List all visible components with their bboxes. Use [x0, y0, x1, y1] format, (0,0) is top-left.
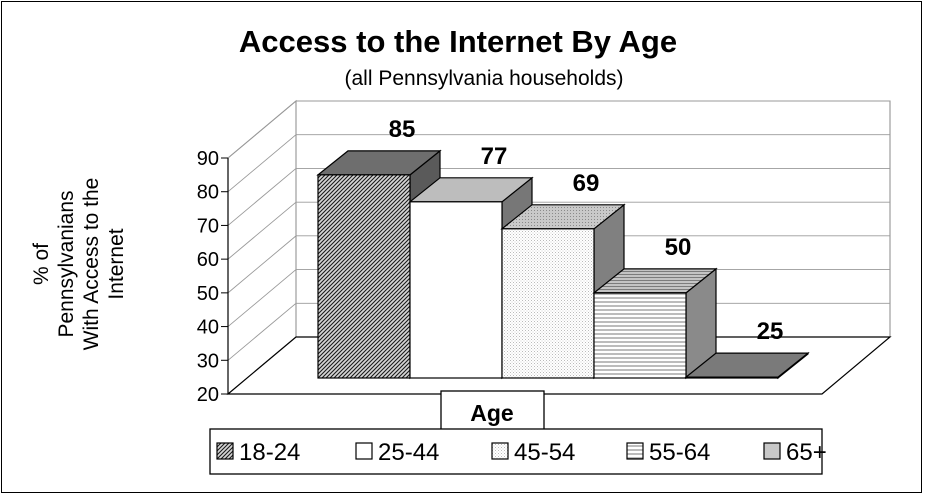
gridline	[227, 201, 890, 260]
legend-swatch-45-54	[491, 442, 509, 460]
bar-65+	[684, 351, 810, 380]
legend-label-55-64: 55-64	[649, 439, 710, 466]
bar-front-face	[409, 201, 503, 379]
y-tick-label: 40	[197, 317, 219, 339]
data-label-65+: 25	[757, 318, 784, 345]
legend-swatch-55-64	[626, 442, 644, 460]
y-axis-label-line: % of	[30, 243, 53, 285]
data-label-18-24: 85	[389, 116, 416, 143]
y-tick-label: 20	[197, 384, 219, 406]
gridline	[227, 235, 890, 294]
gridline	[227, 100, 890, 159]
chart-title: Access to the Internet By Age	[239, 24, 677, 59]
gridline	[227, 134, 890, 193]
y-axis-label-line: With Access to the	[80, 178, 103, 351]
legend-label-45-54: 45-54	[514, 439, 575, 466]
bar-front-face	[317, 174, 411, 379]
data-label-25-44: 77	[481, 143, 508, 170]
y-tick-label: 90	[197, 148, 219, 170]
data-label-45-54: 69	[573, 170, 600, 197]
bars	[316, 149, 810, 380]
y-tick-label: 50	[197, 283, 219, 305]
y-tick-label: 80	[197, 182, 219, 204]
bar-front-face	[501, 228, 595, 379]
y-axis-ticks: 20 30 40 50 60 70 80 90	[197, 148, 229, 406]
data-label-55-64: 50	[665, 234, 692, 261]
legend-swatch-25-44	[355, 442, 373, 460]
y-tick-label: 30	[197, 350, 219, 372]
bar-55-64	[592, 267, 718, 380]
legend: 18-24 25-44 45-54 55-64 65+	[216, 439, 827, 466]
bar-front-face	[593, 292, 687, 379]
legend-label-25-44: 25-44	[378, 439, 439, 466]
gridline	[227, 167, 890, 226]
y-axis-label: % of Pennsylvanians With Access to the Inte…	[30, 178, 128, 351]
x-axis-label: Age	[470, 400, 513, 426]
data-labels: 85 77 69 50 25	[389, 116, 784, 345]
y-tick-label: 70	[197, 215, 219, 237]
bar-front-face	[685, 376, 779, 379]
chart-subtitle: (all Pennsylvania households)	[345, 67, 624, 90]
x-axis-label-box	[440, 390, 545, 436]
y-axis-label-line: Internet	[105, 228, 128, 299]
legend-box	[209, 428, 823, 475]
y-axis-label-line: Pennsylvanians	[55, 190, 78, 337]
legend-label-18-24: 18-24	[239, 439, 300, 466]
legend-label-65+: 65+	[786, 439, 827, 466]
legend-swatch-65+	[763, 442, 781, 460]
y-tick-label: 60	[197, 249, 219, 271]
legend-swatch-18-24	[216, 442, 234, 460]
